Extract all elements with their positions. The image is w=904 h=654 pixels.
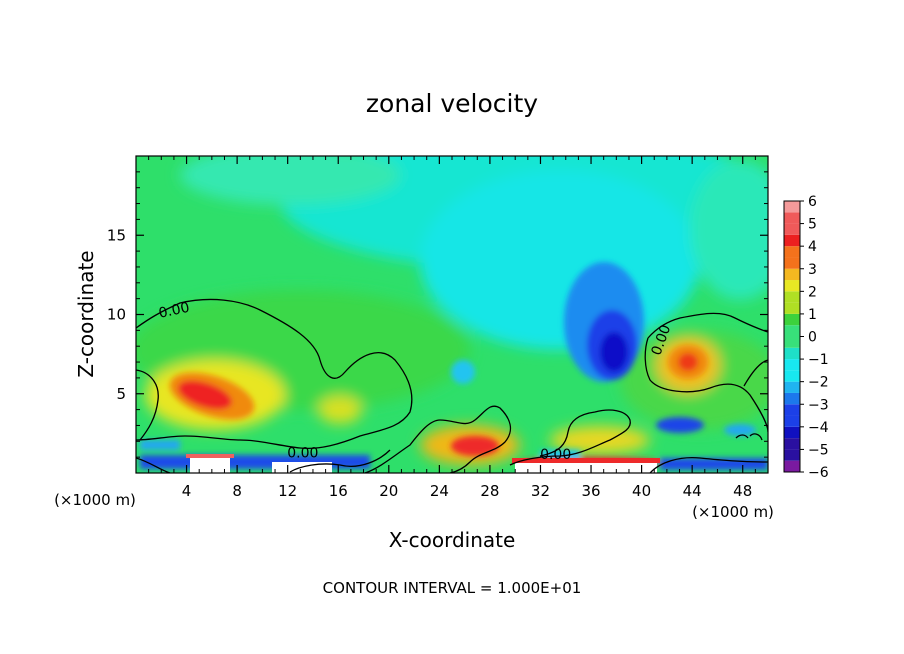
x-tick-label: 24 <box>430 482 449 500</box>
colorbar-segment <box>784 449 800 461</box>
colorbar-label: 2 <box>808 284 817 300</box>
axis-ticks <box>136 156 768 473</box>
colorbar-segment <box>784 313 800 326</box>
colorbar-label: 5 <box>808 217 817 233</box>
colorbar-segment <box>784 460 800 472</box>
x-tick-labels: 4 8 12 16 20 24 28 32 36 40 44 48 <box>182 482 752 500</box>
x-tick-label: 48 <box>733 482 752 500</box>
y-tick-labels: 5 10 15 <box>107 226 126 403</box>
y-tick-label: 10 <box>107 306 126 324</box>
colorbar-segment <box>784 359 800 371</box>
velocity-field <box>136 156 768 473</box>
x-tick-label: 20 <box>379 482 398 500</box>
colorbar-label: −5 <box>808 442 829 458</box>
y-tick-label: 15 <box>107 226 126 244</box>
x-tick-label: 36 <box>581 482 600 500</box>
colorbar-label: 1 <box>808 307 817 323</box>
colorbar-segment <box>784 404 800 416</box>
colorbar-segment <box>784 392 800 405</box>
colorbar-label: −3 <box>808 397 829 413</box>
colorbar-label: 3 <box>808 262 817 278</box>
x-tick-label: 32 <box>531 482 550 500</box>
colorbar-label: −4 <box>808 420 829 436</box>
contour-label-text: 0.00 <box>157 300 191 322</box>
x-tick-label: 44 <box>683 482 702 500</box>
colorbar-segment <box>784 246 800 258</box>
colorbar-label: 0 <box>808 330 817 346</box>
colorbar-segment <box>784 234 800 247</box>
colorbar-segment <box>784 223 800 235</box>
x-unit-right: (×1000 m) <box>692 503 774 521</box>
colorbar-segment <box>784 347 800 360</box>
colorbar-segment <box>784 415 800 427</box>
colorbar-segment <box>784 201 800 213</box>
colorbar-segment <box>784 370 800 382</box>
colorbar-label: −2 <box>808 375 829 391</box>
x-tick-label: 8 <box>232 482 242 500</box>
chart-title: zonal velocity <box>366 89 538 118</box>
contour-interval-footer: CONTOUR INTERVAL = 1.000E+01 <box>323 579 582 597</box>
contour-label-text: 0.00 <box>287 445 318 461</box>
zero-contours <box>136 298 768 473</box>
colorbar-label: −1 <box>808 352 829 368</box>
x-tick-label: 12 <box>278 482 297 500</box>
colorbar-segment <box>784 302 800 314</box>
contour-label-text: 0.00 <box>540 447 571 463</box>
colorbar-segment <box>784 257 800 269</box>
contour-labels: 0.000.00 0.000.00 <box>157 300 674 463</box>
x-axis-label: X-coordinate <box>389 528 516 552</box>
colorbar-segment <box>784 212 800 224</box>
colorbar-segment <box>784 438 800 450</box>
colorbar-segment <box>784 426 800 439</box>
colorbar-label: −6 <box>808 465 829 481</box>
colorbar-segment <box>784 325 800 337</box>
colorbar-label: 4 <box>808 239 817 255</box>
y-axis-label: Z-coordinate <box>74 250 98 377</box>
colorbar-segment <box>784 381 800 393</box>
colorbar-labels: 6 5 4 3 2 1 0 −1 −2 −3 −4 −5 −6 <box>800 194 829 481</box>
y-tick-label: 5 <box>116 385 126 403</box>
contour-label: 0.00 <box>540 447 571 463</box>
x-unit-left: (×1000 m) <box>54 491 136 509</box>
x-tick-label: 28 <box>480 482 499 500</box>
contour-label: 0.00 <box>157 300 191 322</box>
x-tick-label: 4 <box>182 482 192 500</box>
colorbar <box>783 200 801 473</box>
contour-label: 0.00 <box>287 445 318 461</box>
colorbar-segment <box>784 291 800 303</box>
x-tick-label: 16 <box>329 482 348 500</box>
x-tick-label: 40 <box>632 482 651 500</box>
colorbar-segment <box>784 268 800 281</box>
colorbar-label: 6 <box>808 194 817 210</box>
colorbar-segment <box>784 336 800 348</box>
colorbar-segment <box>784 280 800 292</box>
